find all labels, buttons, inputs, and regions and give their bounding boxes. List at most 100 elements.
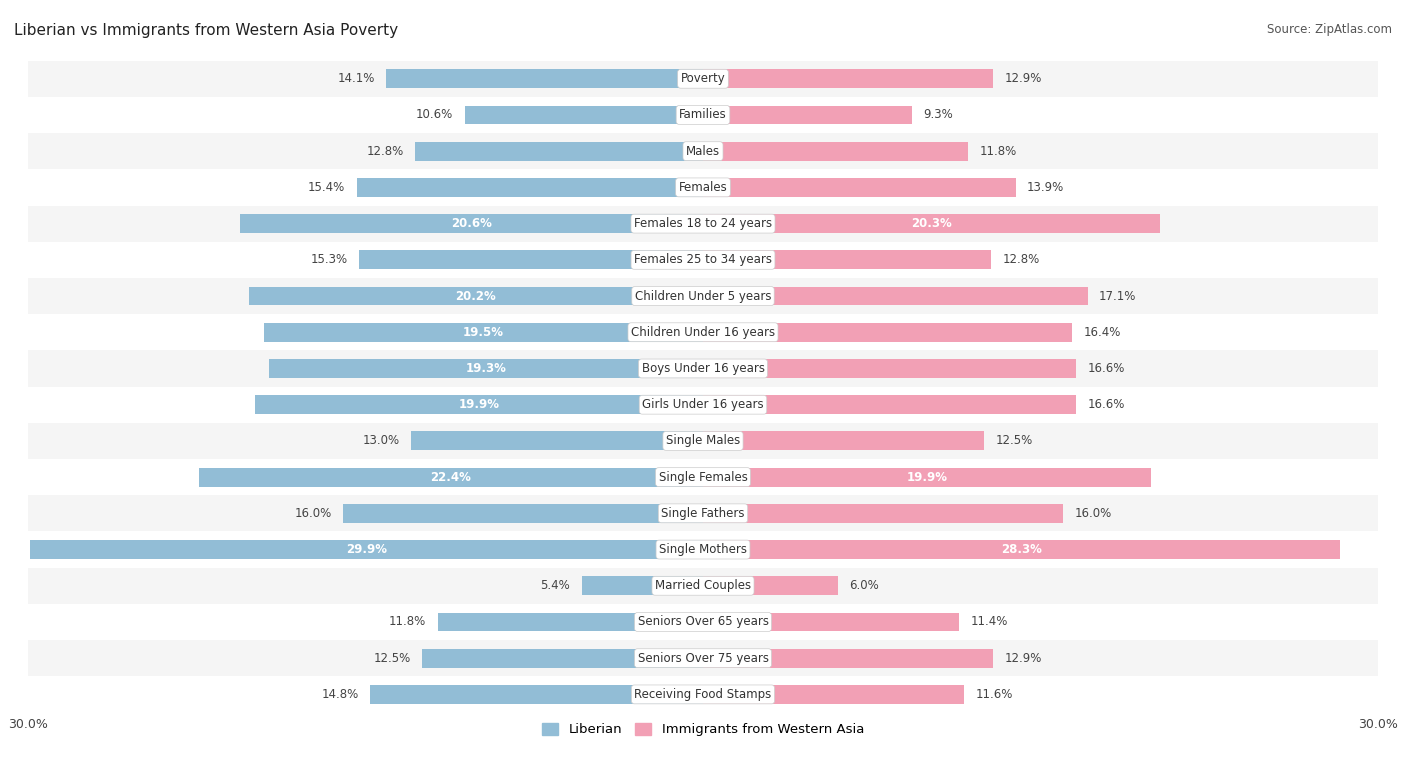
Bar: [28, 133, 1378, 169]
Text: 16.6%: 16.6%: [1088, 398, 1125, 411]
Bar: [359, 250, 703, 269]
Bar: [28, 278, 1378, 314]
Bar: [28, 568, 1378, 604]
Bar: [703, 685, 965, 704]
Text: 13.9%: 13.9%: [1026, 181, 1064, 194]
Bar: [31, 540, 703, 559]
Bar: [703, 215, 1160, 233]
Text: Females 25 to 34 years: Females 25 to 34 years: [634, 253, 772, 266]
Text: Single Mothers: Single Mothers: [659, 543, 747, 556]
Text: 11.8%: 11.8%: [389, 615, 426, 628]
Bar: [28, 97, 1378, 133]
Text: Liberian vs Immigrants from Western Asia Poverty: Liberian vs Immigrants from Western Asia…: [14, 23, 398, 38]
Bar: [582, 576, 703, 595]
Text: 16.4%: 16.4%: [1083, 326, 1121, 339]
Text: Females 18 to 24 years: Females 18 to 24 years: [634, 217, 772, 230]
Bar: [28, 387, 1378, 423]
Text: 15.4%: 15.4%: [308, 181, 346, 194]
Bar: [703, 431, 984, 450]
Bar: [28, 61, 1378, 97]
Text: 29.9%: 29.9%: [346, 543, 387, 556]
Text: 20.2%: 20.2%: [456, 290, 496, 302]
Bar: [269, 359, 703, 378]
Text: 19.3%: 19.3%: [465, 362, 506, 375]
Text: 12.9%: 12.9%: [1004, 72, 1042, 85]
Bar: [703, 250, 991, 269]
Bar: [703, 287, 1088, 305]
Bar: [703, 468, 1150, 487]
Text: Children Under 5 years: Children Under 5 years: [634, 290, 772, 302]
Bar: [249, 287, 703, 305]
Bar: [703, 359, 1077, 378]
Text: 28.3%: 28.3%: [1001, 543, 1042, 556]
Bar: [28, 495, 1378, 531]
Bar: [464, 105, 703, 124]
Text: 12.8%: 12.8%: [1002, 253, 1039, 266]
Bar: [703, 649, 993, 668]
Text: 12.5%: 12.5%: [995, 434, 1032, 447]
Text: 5.4%: 5.4%: [540, 579, 571, 592]
Text: 19.9%: 19.9%: [907, 471, 948, 484]
Bar: [703, 69, 993, 88]
Bar: [703, 395, 1077, 414]
Bar: [703, 504, 1063, 523]
Text: 22.4%: 22.4%: [430, 471, 471, 484]
Bar: [264, 323, 703, 342]
Bar: [703, 612, 959, 631]
Bar: [703, 142, 969, 161]
Bar: [28, 350, 1378, 387]
Bar: [239, 215, 703, 233]
Text: 20.3%: 20.3%: [911, 217, 952, 230]
Text: Married Couples: Married Couples: [655, 579, 751, 592]
Text: Girls Under 16 years: Girls Under 16 years: [643, 398, 763, 411]
Bar: [415, 142, 703, 161]
Bar: [357, 178, 703, 197]
Bar: [28, 242, 1378, 278]
Text: Source: ZipAtlas.com: Source: ZipAtlas.com: [1267, 23, 1392, 36]
Text: Poverty: Poverty: [681, 72, 725, 85]
Bar: [28, 205, 1378, 242]
Text: 20.6%: 20.6%: [451, 217, 492, 230]
Text: 6.0%: 6.0%: [849, 579, 879, 592]
Bar: [28, 531, 1378, 568]
Bar: [28, 459, 1378, 495]
Bar: [28, 604, 1378, 640]
Text: 19.5%: 19.5%: [463, 326, 505, 339]
Bar: [256, 395, 703, 414]
Text: 16.0%: 16.0%: [295, 507, 332, 520]
Bar: [422, 649, 703, 668]
Bar: [437, 612, 703, 631]
Bar: [28, 640, 1378, 676]
Text: 12.8%: 12.8%: [367, 145, 404, 158]
Bar: [703, 540, 1340, 559]
Text: Seniors Over 65 years: Seniors Over 65 years: [637, 615, 769, 628]
Text: Seniors Over 75 years: Seniors Over 75 years: [637, 652, 769, 665]
Text: 11.4%: 11.4%: [970, 615, 1008, 628]
Text: 10.6%: 10.6%: [416, 108, 453, 121]
Bar: [703, 323, 1071, 342]
Bar: [343, 504, 703, 523]
Text: 14.1%: 14.1%: [337, 72, 374, 85]
Text: Single Males: Single Males: [666, 434, 740, 447]
Legend: Liberian, Immigrants from Western Asia: Liberian, Immigrants from Western Asia: [537, 718, 869, 742]
Text: 9.3%: 9.3%: [924, 108, 953, 121]
Text: 11.6%: 11.6%: [976, 688, 1012, 701]
Text: Boys Under 16 years: Boys Under 16 years: [641, 362, 765, 375]
Bar: [385, 69, 703, 88]
Text: Females: Females: [679, 181, 727, 194]
Bar: [28, 423, 1378, 459]
Bar: [200, 468, 703, 487]
Text: 12.9%: 12.9%: [1004, 652, 1042, 665]
Text: Families: Families: [679, 108, 727, 121]
Text: Males: Males: [686, 145, 720, 158]
Text: 19.9%: 19.9%: [458, 398, 499, 411]
Bar: [28, 314, 1378, 350]
Bar: [703, 576, 838, 595]
Text: Single Fathers: Single Fathers: [661, 507, 745, 520]
Text: 14.8%: 14.8%: [322, 688, 359, 701]
Bar: [703, 178, 1015, 197]
Bar: [411, 431, 703, 450]
Text: 15.3%: 15.3%: [311, 253, 347, 266]
Text: 11.8%: 11.8%: [980, 145, 1017, 158]
Text: 16.0%: 16.0%: [1074, 507, 1111, 520]
